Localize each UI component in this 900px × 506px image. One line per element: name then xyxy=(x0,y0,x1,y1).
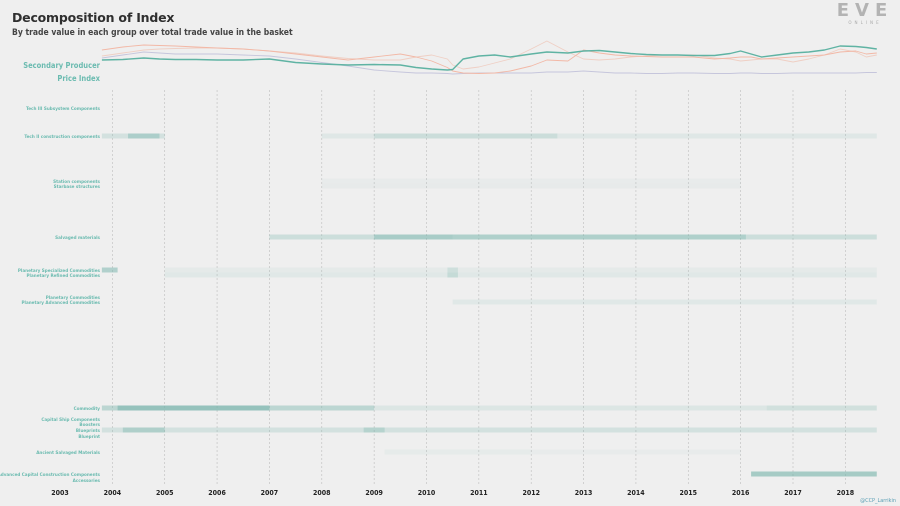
band-segment xyxy=(321,178,741,184)
band-segment xyxy=(751,471,877,477)
index-series-line-3 xyxy=(101,51,877,75)
row-label: Salvaged materials xyxy=(55,235,100,241)
year-tick-2013: 2013 xyxy=(575,489,593,497)
year-tick-2012: 2012 xyxy=(522,489,540,497)
year-tick-2008: 2008 xyxy=(313,489,331,497)
band-segment xyxy=(531,449,741,455)
index-axis-label-line1: Secondary Producer xyxy=(23,61,100,70)
row-label: Blueprint xyxy=(78,434,100,440)
band-segment xyxy=(384,449,532,455)
page-subtitle: By trade value in each group over total … xyxy=(12,28,293,38)
band-segment xyxy=(452,234,746,240)
row-label: Commodity xyxy=(74,406,101,412)
year-tick-2009: 2009 xyxy=(365,489,383,497)
band-segment xyxy=(101,267,118,273)
row-label: Capital Ship Components xyxy=(41,417,100,423)
year-tick-2003: 2003 xyxy=(51,489,69,497)
year-tick-2006: 2006 xyxy=(208,489,226,497)
band-segment xyxy=(374,405,877,411)
row-label: Station components xyxy=(53,179,100,185)
band-segment xyxy=(128,133,160,139)
heatmap-bands xyxy=(101,133,877,477)
index-series-line-1 xyxy=(101,45,877,71)
band-segment xyxy=(374,234,453,240)
year-tick-2011: 2011 xyxy=(470,489,488,497)
row-label: Accessories xyxy=(73,478,101,484)
band-segment xyxy=(447,272,458,278)
index-axis-label-line2: Price Index xyxy=(57,74,100,83)
year-tick-2016: 2016 xyxy=(732,489,750,497)
row-label: Planetary Specialized Commodities xyxy=(18,268,101,274)
year-gridlines xyxy=(112,90,846,486)
index-series-line-2 xyxy=(101,44,877,74)
band-segment xyxy=(363,427,385,433)
index-lines xyxy=(101,40,877,75)
year-tick-2015: 2015 xyxy=(680,489,698,497)
eve-online-logo: EVE ONLINE xyxy=(832,1,898,29)
row-label: Planetary Advanced Commodities xyxy=(22,300,101,306)
row-label: Starbase structures xyxy=(54,184,101,190)
row-labels: Tech III Subsystem Components Tech II con… xyxy=(0,106,101,484)
row-label: Planetary Commodities xyxy=(46,295,101,301)
page-title: Decomposition of Index xyxy=(12,10,175,25)
row-label: Advanced Capital Construction Components xyxy=(0,472,101,478)
year-tick-labels: 2003 2004 2005 2006 2007 2008 2009 2010 2011 2012… xyxy=(51,489,854,497)
band-segment xyxy=(101,133,165,139)
author-credit: @CCP_Larrikin xyxy=(860,498,896,504)
band-segment xyxy=(117,405,270,411)
band-segment xyxy=(122,427,165,433)
band-segment xyxy=(447,267,458,273)
year-tick-2017: 2017 xyxy=(784,489,802,497)
band-segment xyxy=(374,133,558,139)
logo-subtext: ONLINE xyxy=(848,21,882,26)
row-label: Tech II construction components xyxy=(24,134,100,140)
year-tick-2004: 2004 xyxy=(104,489,122,497)
year-tick-2010: 2010 xyxy=(418,489,436,497)
band-segment xyxy=(321,133,877,139)
band-segment xyxy=(164,272,877,278)
year-tick-2018: 2018 xyxy=(837,489,855,497)
year-tick-2014: 2014 xyxy=(627,489,645,497)
row-label: Boosters xyxy=(79,422,100,428)
band-segment xyxy=(321,183,741,189)
row-label: Blueprints xyxy=(76,428,101,434)
row-label: Ancient Salvaged Materials xyxy=(36,450,100,456)
band-segment xyxy=(269,234,877,240)
year-tick-2007: 2007 xyxy=(261,489,279,497)
band-segment xyxy=(164,267,877,273)
row-label: Tech III Subsystem Components xyxy=(26,106,101,112)
band-segment xyxy=(452,299,877,305)
year-tick-2005: 2005 xyxy=(156,489,174,497)
band-segment xyxy=(101,427,877,433)
row-label: Planetary Refined Commodities xyxy=(27,273,101,279)
band-segment xyxy=(766,405,877,411)
logo-wordmark: EVE xyxy=(836,0,894,21)
